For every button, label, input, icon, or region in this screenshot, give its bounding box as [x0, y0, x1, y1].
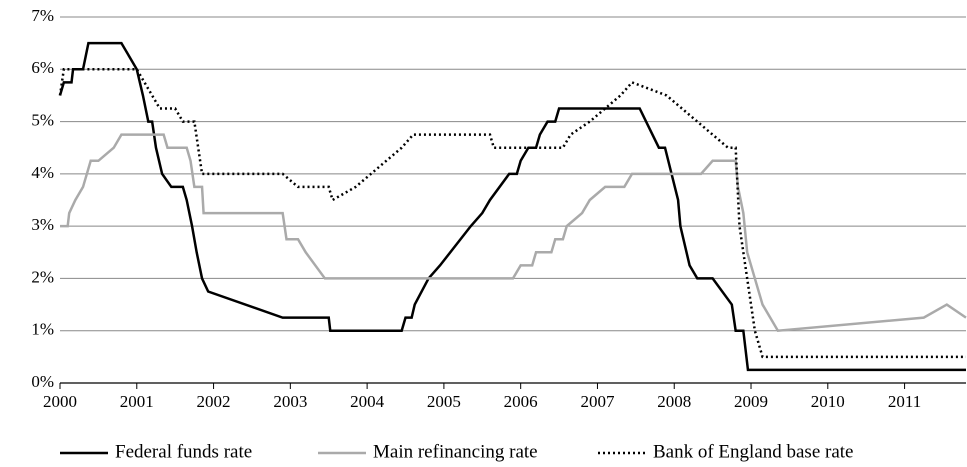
x-tick-label: 2010 [811, 392, 845, 411]
x-tick-label: 2005 [427, 392, 461, 411]
y-tick-label: 3% [31, 215, 54, 234]
x-tick-label: 2011 [888, 392, 921, 411]
y-tick-label: 0% [31, 372, 54, 391]
series-line [60, 133, 967, 333]
y-tick-label: 7% [31, 6, 54, 25]
series-line [58, 41, 966, 372]
series-line [58, 68, 966, 359]
y-tick-label: 1% [31, 320, 54, 339]
x-tick-label: 2001 [120, 392, 154, 411]
x-tick-label: 2002 [197, 392, 231, 411]
legend-label: Main refinancing rate [373, 441, 538, 462]
x-tick-label: 2007 [580, 392, 615, 411]
y-tick-label: 2% [31, 267, 54, 286]
x-tick-label: 2003 [273, 392, 307, 411]
y-tick-label: 5% [31, 110, 54, 129]
y-tick-label: 6% [31, 58, 54, 77]
x-tick-label: 2009 [734, 392, 768, 411]
x-tick-label: 2008 [657, 392, 691, 411]
x-tick-label: 2006 [504, 392, 538, 411]
legend-label: Federal funds rate [115, 441, 252, 462]
legend-label: Bank of England base rate [653, 441, 853, 462]
x-tick-label: 2004 [350, 392, 385, 411]
x-tick-label: 2000 [43, 392, 77, 411]
y-tick-label: 4% [31, 163, 54, 182]
